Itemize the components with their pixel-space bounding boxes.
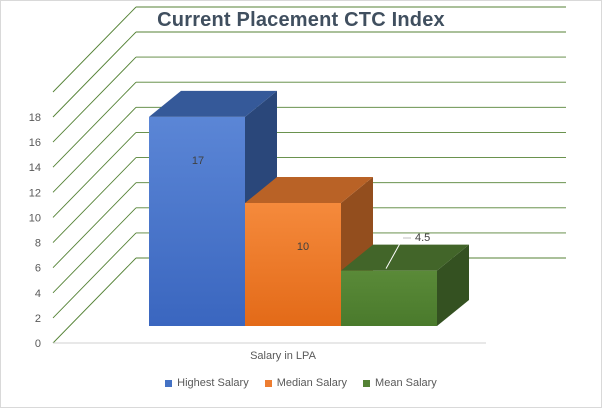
legend-swatch <box>264 379 272 387</box>
y-tick-label: 4 <box>35 288 41 300</box>
gridline-side <box>52 182 137 268</box>
legend-item-highest-salary: Highest Salary <box>165 377 249 389</box>
chart-plot: 0 2 4 6 8 10 12 14 16 18 17 10 4.5 Salary in LPA <box>29 6 566 362</box>
legend-item-median-salary: Median Salary <box>264 377 348 389</box>
gridline-side <box>52 31 137 118</box>
y-axis: 0 2 4 6 8 10 12 14 16 18 <box>29 112 41 350</box>
y-tick-label: 2 <box>35 313 41 325</box>
gridline-side <box>52 157 137 243</box>
bar-median-salary <box>245 203 341 326</box>
legend-item-mean-salary: Mean Salary <box>363 377 437 389</box>
bars <box>149 90 469 327</box>
y-tick-label: 18 <box>29 112 41 124</box>
y-tick-label: 14 <box>29 162 41 174</box>
gridline-side <box>52 132 137 218</box>
y-tick-label: 8 <box>35 238 41 250</box>
y-tick-label: 16 <box>29 137 41 149</box>
gridline-side <box>52 81 137 168</box>
bar-top-median-salary <box>245 177 373 203</box>
y-tick-label: 12 <box>29 187 41 199</box>
legend-swatch <box>363 379 371 387</box>
bar-side-mean-salary <box>437 244 469 326</box>
data-labels: 17 10 4.5 <box>192 155 430 269</box>
y-tick-label: 0 <box>35 338 41 350</box>
y-tick-label: 6 <box>35 263 41 275</box>
data-label-mean-salary: 4.5 <box>415 232 430 244</box>
data-label-leader <box>385 237 404 269</box>
gridline-side <box>52 232 137 319</box>
data-label-median-salary: 10 <box>297 241 309 253</box>
gridline-side <box>52 207 137 294</box>
bar-highest-salary <box>149 116 245 327</box>
gridline-side <box>52 257 137 344</box>
legend: Highest Salary Median Salary Mean Salary <box>1 377 601 389</box>
legend-swatch <box>165 379 173 387</box>
bar-top-mean-salary <box>341 244 469 271</box>
gridline-side <box>52 6 137 93</box>
data-label-highest-salary: 17 <box>192 155 204 167</box>
chart-title: Current Placement CTC Index <box>157 9 445 31</box>
bar-top-highest-salary <box>149 90 277 117</box>
gridline-side <box>52 56 137 143</box>
x-axis-category-label: Salary in LPA <box>250 350 316 362</box>
bar-mean-salary <box>341 270 437 326</box>
legend-label: Median Salary <box>276 377 348 389</box>
legend-label: Mean Salary <box>375 377 437 389</box>
y-tick-label: 10 <box>29 212 41 224</box>
gridline-side <box>52 107 137 193</box>
legend-label: Highest Salary <box>177 377 249 389</box>
